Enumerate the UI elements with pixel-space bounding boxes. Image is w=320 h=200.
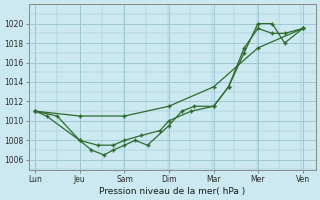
X-axis label: Pression niveau de la mer( hPa ): Pression niveau de la mer( hPa ) bbox=[99, 187, 245, 196]
